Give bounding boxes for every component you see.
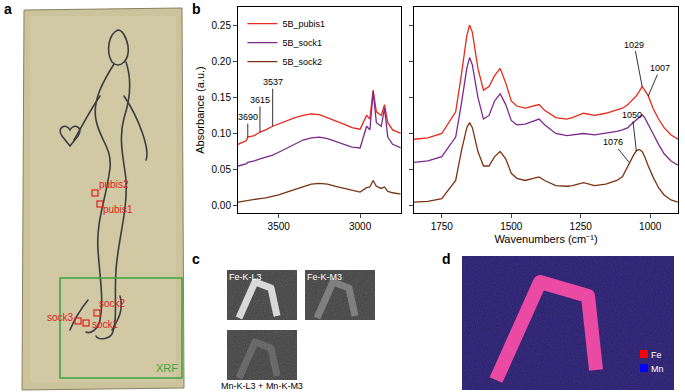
svg-text:1000: 1000: [639, 221, 662, 232]
svg-text:5B_sock2: 5B_sock2: [282, 57, 322, 67]
svg-text:0.05: 0.05: [212, 164, 232, 175]
svg-text:0.00: 0.00: [212, 200, 232, 211]
svg-text:Mn: Mn: [651, 364, 664, 374]
svg-text:pubis2: pubis2: [99, 179, 129, 190]
svg-text:1050: 1050: [622, 110, 642, 120]
svg-text:5B_pubis1: 5B_pubis1: [282, 19, 325, 29]
svg-text:Wavenumbers (cm⁻¹): Wavenumbers (cm⁻¹): [494, 233, 597, 245]
svg-text:Fe-K-M3: Fe-K-M3: [307, 272, 342, 282]
svg-text:3000: 3000: [349, 221, 372, 232]
svg-text:0.15: 0.15: [212, 92, 232, 103]
svg-text:sock2: sock2: [99, 298, 126, 309]
svg-text:1007: 1007: [650, 63, 670, 73]
svg-text:3537: 3537: [263, 77, 283, 87]
svg-text:0.25: 0.25: [212, 20, 232, 31]
svg-text:1076: 1076: [603, 137, 623, 147]
svg-text:sock1: sock1: [92, 319, 119, 330]
svg-text:pubis1: pubis1: [103, 204, 133, 215]
svg-text:Mn-K-L3 + Mn-K-M3: Mn-K-L3 + Mn-K-M3: [221, 381, 303, 391]
svg-text:sock3: sock3: [47, 312, 74, 323]
svg-text:a: a: [4, 1, 12, 17]
svg-text:1500: 1500: [500, 221, 523, 232]
svg-text:0.10: 0.10: [212, 128, 232, 139]
svg-text:3615: 3615: [250, 95, 270, 105]
svg-text:Absorbance (a.u.): Absorbance (a.u.): [194, 66, 206, 153]
svg-text:1250: 1250: [570, 221, 593, 232]
svg-text:b: b: [192, 1, 201, 17]
svg-text:5B_sock1: 5B_sock1: [282, 38, 322, 48]
svg-text:3690: 3690: [238, 112, 258, 122]
svg-text:d: d: [442, 251, 451, 267]
svg-text:Fe-K-L3: Fe-K-L3: [229, 272, 262, 282]
svg-text:1750: 1750: [431, 221, 454, 232]
svg-text:Fe: Fe: [651, 350, 662, 360]
svg-text:1029: 1029: [624, 40, 644, 50]
svg-text:0.20: 0.20: [212, 56, 232, 67]
svg-text:c: c: [192, 251, 200, 267]
svg-text:XRF: XRF: [156, 362, 178, 374]
svg-text:3500: 3500: [268, 221, 291, 232]
